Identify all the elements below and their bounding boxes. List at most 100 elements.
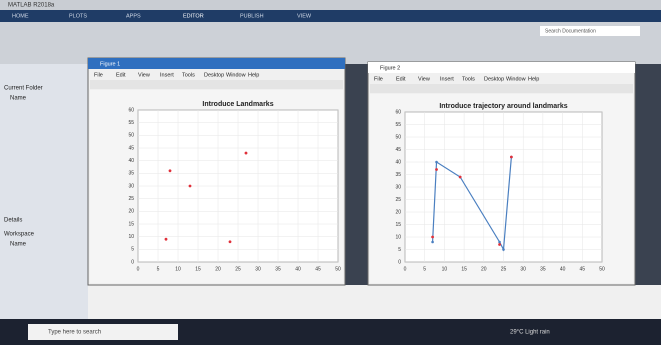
workspace-label: Workspace [4,232,35,238]
y-tick-label: 0 [131,259,134,265]
y-tick-label: 60 [395,109,401,115]
menu-item[interactable]: Tools [182,72,195,78]
line-vertex [498,241,501,244]
menu-item[interactable]: View [138,72,150,78]
menu-item[interactable]: Insert [160,72,174,78]
page: MATLAB R2018a Search Documentation Curre… [0,0,661,345]
y-tick-label: 45 [395,147,401,153]
menu-item[interactable]: Edit [116,72,126,78]
x-tick-label: 25 [501,266,507,272]
data-point [245,152,248,155]
y-tick-label: 40 [395,159,401,165]
x-tick-label: 20 [215,266,221,272]
figure-toolbar [90,80,343,89]
menu-item[interactable]: File [374,76,383,82]
taskbar-search-text: Type here to search [48,330,101,336]
y-tick-label: 15 [395,222,401,228]
data-point [431,236,434,239]
y-tick-label: 30 [395,184,401,190]
x-tick-label: 5 [423,266,426,272]
x-tick-label: 15 [195,266,201,272]
x-tick-label: 10 [175,266,181,272]
line-vertex [502,248,505,251]
menu-item[interactable]: Edit [396,76,406,82]
ribbon-tab[interactable]: PUBLISH [240,13,264,19]
weather: 29°C Light rain [510,330,550,336]
x-tick-label: 35 [275,266,281,272]
search-placeholder: Search Documentation [545,28,596,34]
y-tick-label: 10 [128,234,134,240]
details-label: Details [4,218,22,224]
menu-item[interactable]: Desktop [484,76,504,82]
menu-item[interactable]: Window [226,72,246,78]
menu-item[interactable]: Help [528,76,539,82]
x-tick-label: 35 [540,266,546,272]
y-tick-label: 25 [395,197,401,203]
chart-title: Introduce Landmarks [202,101,273,108]
x-tick-label: 10 [442,266,448,272]
figure-title: Figure 1 [100,61,120,67]
x-tick-label: 45 [315,266,321,272]
x-tick-label: 15 [461,266,467,272]
menu-item[interactable]: File [94,72,103,78]
left-panel [0,64,88,319]
screen: MATLAB R2018a Search Documentation Curre… [0,0,661,345]
y-tick-label: 15 [128,221,134,227]
line-vertex [435,161,438,164]
data-point [165,238,168,241]
name-header: Name [10,96,27,102]
y-tick-label: 45 [128,145,134,151]
data-point [229,240,232,243]
tab-bar [0,10,661,22]
x-tick-label: 25 [235,266,241,272]
y-tick-label: 50 [128,133,134,139]
y-tick-label: 60 [128,107,134,113]
title-bar [0,0,661,10]
y-tick-label: 50 [395,134,401,140]
ribbon-tab[interactable]: PLOTS [69,13,87,19]
y-tick-label: 55 [128,120,134,126]
data-point [498,243,501,246]
x-tick-label: 40 [295,266,301,272]
menu-item[interactable]: Help [248,72,259,78]
ribbon-tab[interactable]: APPS [126,13,141,19]
x-tick-label: 50 [335,266,341,272]
menu-item[interactable]: Insert [440,76,454,82]
x-tick-label: 40 [560,266,566,272]
ribbon-tab[interactable]: VIEW [297,13,312,19]
x-tick-label: 50 [599,266,605,272]
data-point [189,185,192,188]
line-vertex [431,241,434,244]
x-tick-label: 20 [481,266,487,272]
x-tick-label: 5 [157,266,160,272]
x-tick-label: 30 [255,266,261,272]
menu-item[interactable]: Desktop [204,72,224,78]
y-tick-label: 20 [128,209,134,215]
window-title: MATLAB R2018a [8,3,55,9]
y-tick-label: 10 [395,234,401,240]
figure-toolbar [370,84,633,93]
y-tick-label: 25 [128,196,134,202]
chart-title: Introduce trajectory around landmarks [439,103,567,110]
ribbon-tab[interactable]: HOME [12,13,29,19]
y-tick-label: 30 [128,183,134,189]
y-tick-label: 5 [398,247,401,253]
data-point [435,168,438,171]
menu-item[interactable]: Tools [462,76,475,82]
y-tick-label: 0 [398,259,401,265]
data-point [169,169,172,172]
y-tick-label: 35 [128,171,134,177]
y-tick-label: 40 [128,158,134,164]
ribbon-tab[interactable]: EDITOR [183,13,204,19]
y-tick-label: 35 [395,172,401,178]
y-tick-label: 55 [395,122,401,128]
name-header: Name [10,242,27,248]
x-tick-label: 0 [404,266,407,272]
data-point [459,176,462,179]
menu-item[interactable]: View [418,76,430,82]
menu-item[interactable]: Window [506,76,526,82]
x-tick-label: 30 [520,266,526,272]
figure-title-bar [368,62,635,73]
y-tick-label: 20 [395,209,401,215]
figure-title: Figure 2 [380,65,400,71]
